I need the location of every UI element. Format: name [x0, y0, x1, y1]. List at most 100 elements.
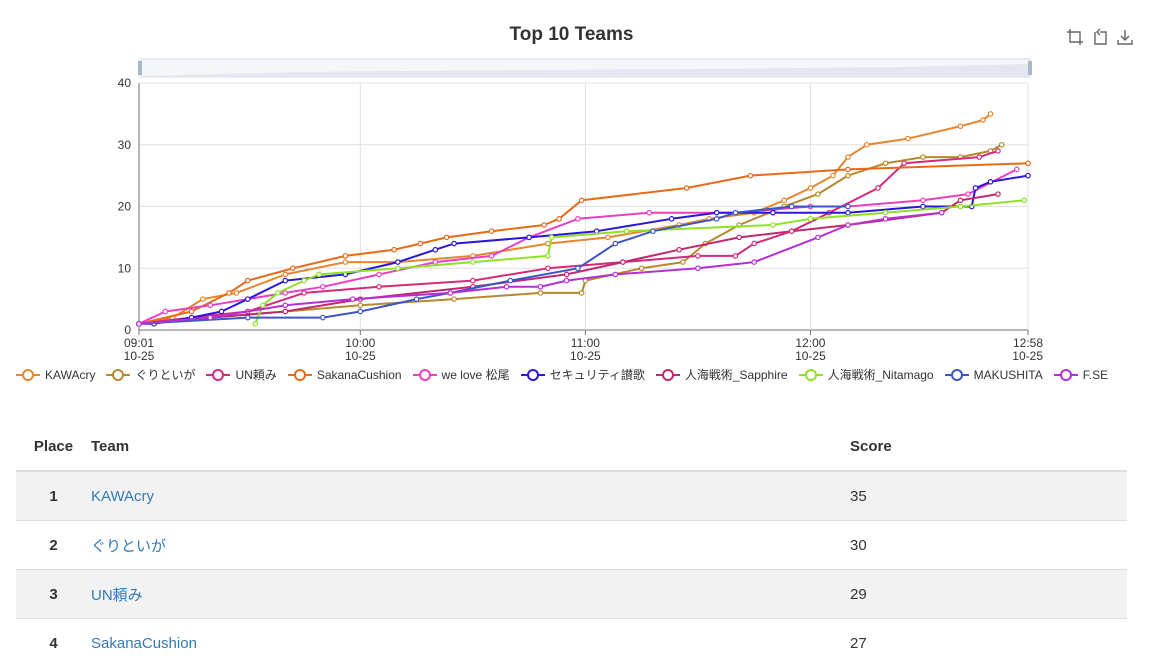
- data-point[interactable]: [545, 265, 551, 272]
- data-point[interactable]: [882, 160, 889, 167]
- data-point[interactable]: [638, 265, 645, 272]
- data-point[interactable]: [905, 135, 911, 142]
- data-point[interactable]: [650, 228, 656, 235]
- data-point[interactable]: [274, 290, 281, 296]
- data-point[interactable]: [747, 172, 754, 179]
- data-point[interactable]: [788, 228, 795, 235]
- data-point[interactable]: [282, 277, 289, 284]
- data-point[interactable]: [443, 234, 450, 241]
- team-link[interactable]: ぐりといが: [91, 537, 167, 555]
- legend-item[interactable]: 人海戦術_Sapphire: [655, 366, 788, 383]
- data-point[interactable]: [845, 222, 851, 228]
- data-point[interactable]: [289, 265, 296, 272]
- data-point[interactable]: [605, 234, 611, 241]
- data-point[interactable]: [807, 185, 814, 191]
- data-point[interactable]: [882, 216, 889, 222]
- data-point[interactable]: [845, 209, 851, 216]
- data-point[interactable]: [875, 185, 881, 191]
- data-point[interactable]: [357, 308, 364, 315]
- data-point[interactable]: [920, 197, 926, 204]
- data-point[interactable]: [451, 296, 457, 302]
- legend-item[interactable]: we love 松尾: [412, 366, 510, 383]
- data-point[interactable]: [556, 216, 562, 222]
- data-point[interactable]: [188, 308, 195, 315]
- data-point[interactable]: [413, 296, 420, 302]
- data-point[interactable]: [252, 321, 259, 327]
- team-link[interactable]: KAWAcry: [91, 487, 155, 505]
- data-point[interactable]: [901, 160, 908, 167]
- data-point[interactable]: [282, 290, 289, 296]
- data-point[interactable]: [845, 166, 851, 173]
- data-point[interactable]: [470, 259, 476, 265]
- data-point[interactable]: [233, 290, 240, 296]
- data-point[interactable]: [863, 141, 870, 148]
- data-point[interactable]: [998, 141, 1005, 148]
- data-point[interactable]: [316, 271, 322, 278]
- data-point[interactable]: [548, 234, 555, 241]
- data-point[interactable]: [575, 216, 581, 222]
- data-point[interactable]: [620, 259, 626, 265]
- data-point[interactable]: [815, 234, 821, 241]
- data-point[interactable]: [1021, 197, 1028, 204]
- data-point[interactable]: [815, 191, 821, 197]
- data-point[interactable]: [563, 277, 570, 284]
- data-point[interactable]: [623, 228, 630, 235]
- legend-item[interactable]: SakanaCushion: [287, 368, 402, 382]
- data-point[interactable]: [537, 290, 544, 296]
- data-point[interactable]: [882, 209, 889, 216]
- data-point[interactable]: [972, 185, 979, 191]
- data-zoom-slider[interactable]: [138, 58, 1032, 78]
- data-point[interactable]: [244, 314, 251, 321]
- data-point[interactable]: [695, 253, 701, 259]
- zoom-reset-icon[interactable]: [1091, 28, 1109, 46]
- data-point[interactable]: [417, 240, 424, 247]
- data-point[interactable]: [578, 197, 585, 204]
- data-point[interactable]: [207, 314, 214, 321]
- data-point[interactable]: [980, 117, 986, 123]
- data-point[interactable]: [612, 240, 619, 247]
- data-point[interactable]: [770, 209, 776, 216]
- data-point[interactable]: [541, 222, 547, 228]
- data-point[interactable]: [244, 296, 251, 302]
- data-point[interactable]: [713, 209, 720, 216]
- zoom-icon[interactable]: [1066, 28, 1084, 46]
- data-point[interactable]: [301, 290, 307, 296]
- data-point[interactable]: [807, 216, 814, 222]
- data-point[interactable]: [282, 302, 289, 309]
- legend-item[interactable]: MAKUSHITA: [944, 368, 1043, 382]
- data-point[interactable]: [432, 246, 439, 253]
- data-point[interactable]: [162, 308, 169, 315]
- data-point[interactable]: [207, 302, 214, 309]
- data-point[interactable]: [646, 209, 652, 216]
- data-point[interactable]: [781, 197, 787, 204]
- data-point[interactable]: [770, 222, 776, 228]
- data-point[interactable]: [938, 209, 945, 216]
- data-point[interactable]: [845, 203, 851, 210]
- data-point[interactable]: [578, 290, 585, 296]
- data-point[interactable]: [503, 283, 510, 290]
- data-point[interactable]: [751, 240, 757, 247]
- data-point[interactable]: [342, 259, 349, 265]
- data-point[interactable]: [957, 197, 964, 204]
- data-point[interactable]: [301, 277, 307, 284]
- data-point[interactable]: [713, 216, 720, 222]
- data-point[interactable]: [320, 314, 326, 321]
- data-point[interactable]: [987, 111, 994, 117]
- data-point[interactable]: [1025, 172, 1031, 179]
- data-point[interactable]: [376, 283, 382, 290]
- data-point[interactable]: [545, 253, 551, 259]
- data-point[interactable]: [282, 271, 289, 278]
- data-point[interactable]: [199, 296, 206, 302]
- data-point[interactable]: [830, 172, 836, 179]
- data-point[interactable]: [432, 259, 439, 265]
- legend-item[interactable]: KAWAcry: [16, 368, 95, 382]
- team-link[interactable]: UN頼み: [91, 586, 143, 604]
- data-point[interactable]: [987, 179, 994, 185]
- data-point[interactable]: [976, 154, 983, 160]
- data-point[interactable]: [282, 308, 289, 315]
- legend-item[interactable]: UN頼み: [206, 366, 277, 383]
- data-point[interactable]: [751, 259, 757, 265]
- data-point[interactable]: [845, 172, 851, 179]
- data-point[interactable]: [575, 265, 581, 272]
- data-point[interactable]: [995, 191, 1001, 197]
